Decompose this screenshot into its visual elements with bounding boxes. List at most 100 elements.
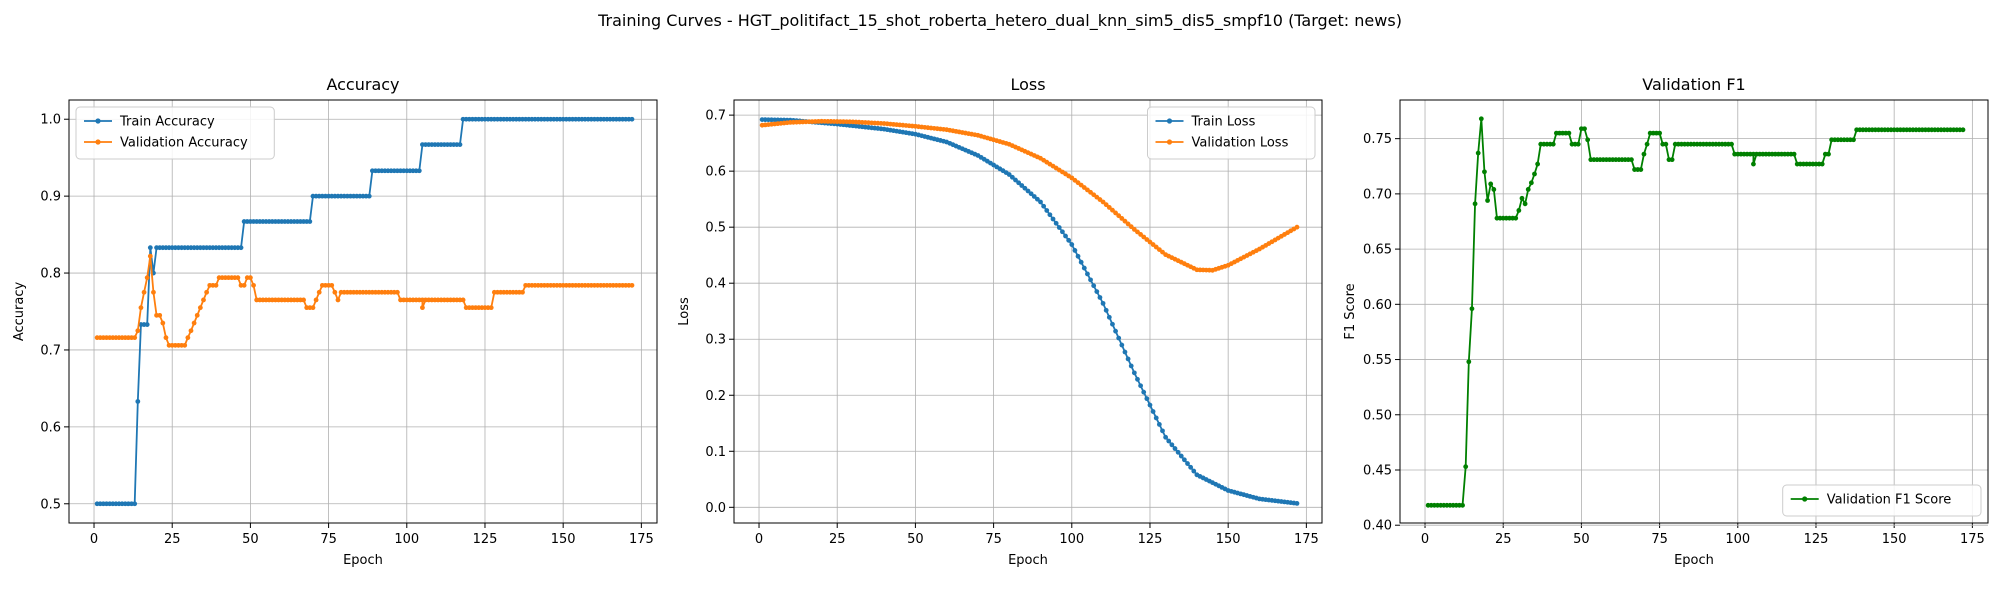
- data-point: [1463, 464, 1469, 470]
- y-tick-label: 0.65: [1363, 243, 1392, 258]
- x-tick-label: 25: [164, 532, 181, 547]
- data-point: [1491, 187, 1497, 192]
- y-tick-label: 0.45: [1363, 463, 1392, 478]
- data-point: [1044, 208, 1050, 213]
- data-point: [197, 305, 203, 311]
- x-tick-label: 25: [829, 532, 846, 547]
- data-point: [194, 312, 200, 318]
- data-point: [1528, 180, 1534, 186]
- data-point: [1535, 161, 1541, 167]
- data-point: [1116, 335, 1122, 341]
- y-tick-label: 1.0: [40, 113, 61, 128]
- data-point: [307, 219, 313, 224]
- data-point: [1663, 141, 1669, 147]
- chart-f1: 0 25 50 75 100 125 150 175 0.40 0.45 0.50 0.55 0.60 0…: [1343, 75, 1989, 568]
- data-point: [251, 282, 256, 288]
- data-point: [1060, 229, 1065, 235]
- data-point: [1116, 213, 1122, 219]
- data-point: [138, 305, 144, 311]
- x-tick-label: 100: [1059, 532, 1084, 547]
- data-point: [1585, 137, 1591, 143]
- data-point: [488, 305, 494, 311]
- data-point: [1472, 201, 1478, 207]
- data-point: [1181, 457, 1187, 463]
- data-point: [144, 275, 150, 281]
- data-point: [1294, 500, 1300, 506]
- data-point: [147, 253, 153, 259]
- plot-frame: [68, 99, 658, 524]
- data-point: [213, 282, 219, 288]
- data-point: [1125, 356, 1131, 362]
- data-point: [1566, 130, 1572, 136]
- data-point: [1960, 127, 1966, 133]
- legend: Validation F1 Score: [1782, 484, 1982, 517]
- y-tick-label: 0.8: [40, 267, 61, 282]
- data-point: [1072, 248, 1078, 253]
- data-point: [520, 289, 525, 295]
- legend-swatch-marker: [1166, 139, 1173, 145]
- data-point: [1166, 438, 1172, 444]
- x-tick-label: 150: [551, 532, 576, 547]
- data-point: [1038, 199, 1043, 205]
- data-point: [1128, 224, 1134, 230]
- data-point: [1106, 314, 1112, 320]
- data-point: [1791, 151, 1797, 157]
- y-tick-label: 0.60: [1363, 298, 1392, 313]
- x-axis-label: Epoch: [1674, 553, 1714, 568]
- data-point: [1657, 130, 1662, 136]
- data-point: [1128, 363, 1134, 369]
- data-point: [629, 116, 635, 122]
- data-point: [1163, 434, 1169, 440]
- legend-swatch-marker: [1166, 118, 1173, 124]
- x-tick-label: 25: [1495, 532, 1512, 547]
- data-point: [160, 320, 166, 326]
- data-point: [1094, 289, 1100, 295]
- legend: Train Accuracy Validation Accuracy: [75, 106, 275, 160]
- data-point: [188, 328, 194, 334]
- y-tick-label: 0.3: [705, 333, 726, 348]
- y-axis-label: F1 Score: [1343, 283, 1358, 339]
- legend-swatch-marker: [1802, 496, 1808, 502]
- chart-loss: 0 25 50 75 100 125 150 175 0.0 0.1 0.2 0.3 0.4 0.5 0.6…: [677, 75, 1323, 568]
- y-tick-label: 0.4: [705, 277, 726, 292]
- data-point: [182, 342, 188, 348]
- data-point: [1113, 328, 1118, 334]
- data-point: [1100, 199, 1106, 205]
- data-point: [1135, 376, 1140, 382]
- data-point: [629, 282, 635, 288]
- data-point: [1638, 167, 1644, 172]
- data-point: [1826, 151, 1831, 157]
- data-point: [1103, 307, 1109, 313]
- data-point: [235, 275, 241, 281]
- chart-title: Loss: [1010, 75, 1045, 94]
- data-point: [1125, 221, 1131, 227]
- data-point: [1153, 415, 1159, 421]
- data-point: [1122, 218, 1128, 224]
- x-axis-label: Epoch: [1008, 553, 1048, 568]
- data-point: [1085, 271, 1090, 277]
- y-tick-label: 0.50: [1363, 408, 1392, 423]
- data-point: [1119, 342, 1125, 348]
- data-point: [1478, 116, 1484, 122]
- x-tick-label: 50: [242, 532, 259, 547]
- data-point: [1644, 141, 1650, 147]
- data-point: [1178, 453, 1184, 459]
- x-tick-label: 125: [1138, 532, 1163, 547]
- data-point: [1138, 383, 1143, 389]
- x-tick-label: 100: [1725, 532, 1750, 547]
- data-point: [1575, 141, 1581, 147]
- legend-box: [1147, 106, 1316, 160]
- data-point: [1075, 253, 1081, 259]
- data-point: [1078, 259, 1084, 265]
- data-point: [1113, 210, 1118, 216]
- x-tick-label: 175: [1960, 532, 1985, 547]
- data-point: [1047, 212, 1053, 218]
- series-validation-f1-score: [1425, 116, 1966, 508]
- y-tick-label: 0.70: [1363, 187, 1392, 202]
- data-point: [1131, 370, 1137, 376]
- data-point: [1110, 207, 1115, 213]
- data-point: [1191, 468, 1197, 474]
- y-tick-label: 0.75: [1363, 132, 1392, 147]
- legend-label: Validation Accuracy: [120, 136, 248, 151]
- y-tick-label: 0.2: [705, 389, 726, 404]
